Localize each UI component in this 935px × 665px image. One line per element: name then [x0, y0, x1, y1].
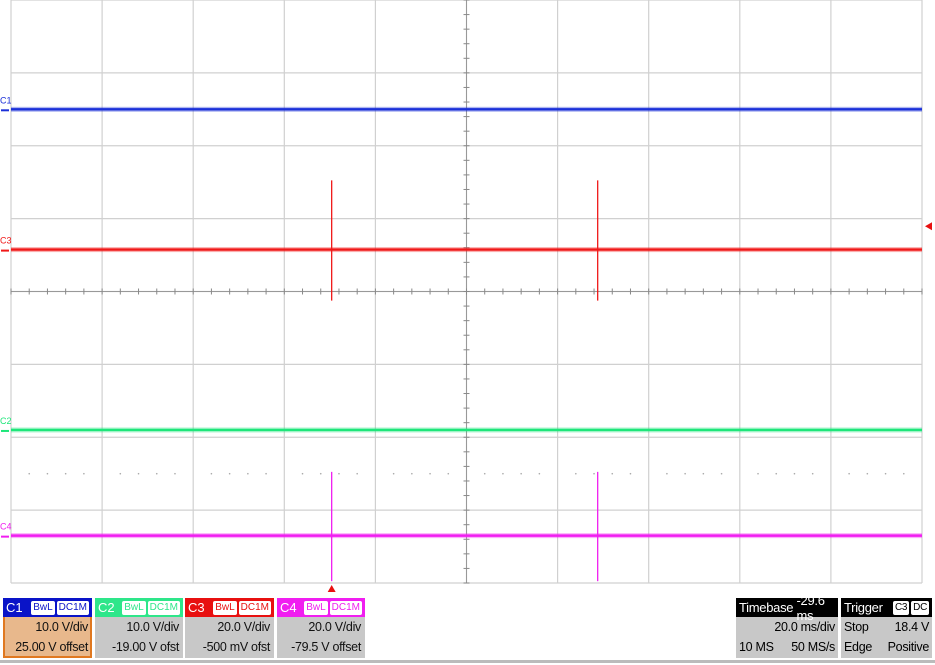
- reference-dot: [265, 472, 267, 475]
- divider: [0, 660, 935, 663]
- timebase-tdiv: 20.0 ms/div: [774, 620, 835, 634]
- timebase-rate: 50 MS/s: [791, 640, 835, 654]
- channel-panel-c2[interactable]: C2 BwL DC1M 10.0 V/div -19.00 V ofst: [95, 598, 183, 658]
- bandwidth-limit-badge: BwL: [31, 600, 55, 615]
- trigger-time-marker: [327, 585, 336, 592]
- channel-label: C4: [280, 600, 297, 615]
- coupling-badge: DC1M: [147, 600, 180, 615]
- reference-dot: [593, 472, 595, 475]
- channel-marker-c1: C1: [0, 95, 12, 105]
- reference-dot: [902, 472, 905, 475]
- volts-per-div: 10.0 V/div: [126, 620, 179, 634]
- coupling-badge: DC1M: [238, 600, 271, 615]
- reference-dot: [684, 472, 686, 475]
- timebase-panel[interactable]: Timebase -29.6 ms 20.0 ms/div 10 MS 50 MS…: [736, 593, 838, 658]
- reference-dot: [502, 472, 504, 475]
- trigger-coupling-badge: DC: [911, 600, 929, 615]
- reference-dot: [575, 472, 577, 475]
- reference-dot: [356, 472, 358, 475]
- reference-dot: [811, 472, 814, 475]
- trigger-level: 18.4 V: [894, 620, 930, 634]
- channel-marker-c4: C4: [0, 522, 12, 532]
- reference-dot: [775, 472, 778, 475]
- reference-dot: [866, 472, 869, 475]
- reference-dot: [702, 472, 705, 475]
- reference-dot: [28, 472, 31, 475]
- reference-dot: [447, 472, 450, 475]
- bandwidth-limit-badge: BwL: [213, 600, 237, 615]
- reference-dot: [319, 472, 322, 475]
- reference-dot: [228, 472, 231, 475]
- trigger-title: Trigger: [844, 600, 883, 615]
- channel-label: C3: [188, 600, 205, 615]
- trigger-panel[interactable]: Trigger C3 DC Stop 18.4 V Edge Positive: [841, 598, 932, 658]
- timebase-delay: -29.6 ms: [796, 592, 825, 623]
- reference-dot: [392, 472, 395, 475]
- reference-dot: [611, 472, 614, 475]
- channel-label: C1: [6, 600, 23, 615]
- reference-dot: [119, 472, 122, 475]
- reference-dot: [83, 472, 85, 475]
- trigger-slope: Positive: [887, 640, 930, 654]
- reference-dot: [666, 472, 668, 475]
- channel-offset: -79.5 V offset: [291, 640, 361, 654]
- reference-dot: [137, 472, 140, 475]
- channel-panel-c3[interactable]: C3 BwL DC1M 20.0 V/div -500 mV ofst: [185, 598, 274, 658]
- reference-dot: [155, 472, 158, 475]
- channel-label: C2: [98, 600, 115, 615]
- timebase-title: Timebase: [739, 600, 794, 615]
- reference-dot: [338, 472, 340, 475]
- timebase-points: 10 MS: [739, 640, 774, 654]
- reference-dot: [720, 472, 723, 475]
- reference-dot: [301, 472, 304, 475]
- reference-dot: [848, 472, 850, 475]
- reference-dot: [64, 472, 67, 475]
- coupling-badge: DC1M: [329, 600, 362, 615]
- reference-dot: [538, 472, 541, 475]
- reference-dot: [247, 472, 249, 475]
- reference-dot: [210, 472, 213, 475]
- channel-marker-c3: C3: [0, 236, 12, 246]
- trigger-source-badge: C3: [892, 600, 910, 615]
- channel-offset: -19.00 V ofst: [112, 640, 179, 654]
- reference-dot: [757, 472, 759, 475]
- channel-panel-c1[interactable]: C1 BwL DC1M 10.0 V/div 25.00 V offset: [3, 598, 92, 658]
- reference-dot: [520, 472, 522, 475]
- channel-marker-c2: C2: [0, 416, 12, 426]
- reference-dot: [411, 472, 413, 475]
- reference-dot: [46, 472, 49, 475]
- reference-dot: [174, 472, 176, 475]
- trigger-type: Edge: [844, 640, 872, 654]
- reference-dot: [483, 472, 486, 475]
- channel-offset: 25.00 V offset: [15, 640, 88, 654]
- coupling-badge: DC1M: [56, 600, 89, 615]
- channel-offset: -500 mV ofst: [202, 640, 271, 654]
- trigger-level-marker: [925, 222, 932, 231]
- reference-dot: [793, 472, 796, 475]
- volts-per-div: 20.0 V/div: [308, 620, 361, 634]
- trigger-mode: Stop: [844, 620, 869, 634]
- reference-dot: [629, 472, 632, 475]
- reference-dot: [429, 472, 431, 475]
- bandwidth-limit-badge: BwL: [304, 600, 328, 615]
- reference-dot: [884, 472, 887, 475]
- waveform-display: C1 C3 C2 C4: [0, 0, 932, 592]
- volts-per-div: 20.0 V/div: [217, 620, 270, 634]
- volts-per-div: 10.0 V/div: [35, 620, 88, 634]
- bandwidth-limit-badge: BwL: [122, 600, 146, 615]
- channel-panel-c4[interactable]: C4 BwL DC1M 20.0 V/div -79.5 V offset: [277, 598, 365, 658]
